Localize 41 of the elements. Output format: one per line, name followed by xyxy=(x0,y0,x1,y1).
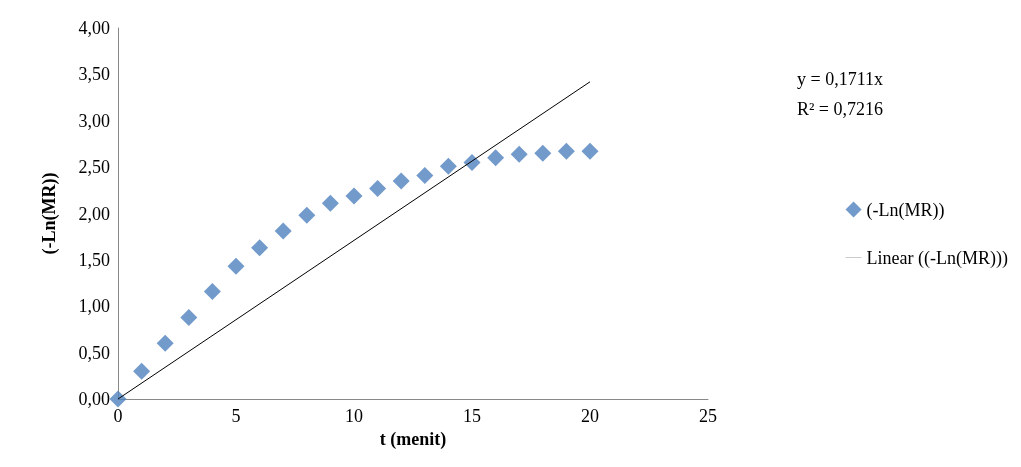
x-tick-label: 20 xyxy=(581,406,599,426)
x-tick-label: 5 xyxy=(231,406,241,426)
point xyxy=(133,362,151,380)
point xyxy=(251,239,269,257)
point xyxy=(369,179,387,197)
y-tick-label: 0,50 xyxy=(78,342,110,363)
point xyxy=(487,149,505,167)
y-tick-label: 3,00 xyxy=(78,110,110,131)
y-tick-label: 0,00 xyxy=(78,389,110,409)
legend-label: (-Ln(MR)) xyxy=(866,199,945,221)
y-tick-label: 2,50 xyxy=(78,157,110,178)
legend-label: Linear ((-Ln(MR))) xyxy=(866,247,1009,269)
point xyxy=(557,142,575,160)
y-tick-label: 2,00 xyxy=(78,203,110,224)
y-tick-label: 3,50 xyxy=(78,64,110,85)
point xyxy=(203,282,221,300)
point xyxy=(321,194,339,212)
point xyxy=(416,166,434,184)
point xyxy=(439,157,457,175)
text: R² = 0,7216 xyxy=(796,99,884,119)
text: y = 0,1711x xyxy=(797,69,883,89)
point xyxy=(227,257,245,275)
x-tick-label: 25 xyxy=(699,406,717,426)
x-tick-label: 15 xyxy=(463,406,481,426)
y-axis-title: (-Ln(MR)) xyxy=(39,172,60,255)
point xyxy=(180,308,198,326)
point xyxy=(345,187,363,205)
x-axis-title: t (menit) xyxy=(379,428,447,450)
y-tick-label: 4,00 xyxy=(78,18,110,38)
y-tick-label: 1,00 xyxy=(78,296,110,317)
point xyxy=(534,144,552,162)
x-tick-label: 10 xyxy=(345,406,363,426)
point xyxy=(581,142,599,160)
point xyxy=(510,145,528,163)
point xyxy=(392,172,410,190)
point xyxy=(274,222,292,240)
point xyxy=(156,334,174,352)
y-tick-label: 1,50 xyxy=(78,249,110,270)
point xyxy=(109,390,127,408)
x-tick-label: 0 xyxy=(113,406,123,426)
point xyxy=(298,206,316,224)
